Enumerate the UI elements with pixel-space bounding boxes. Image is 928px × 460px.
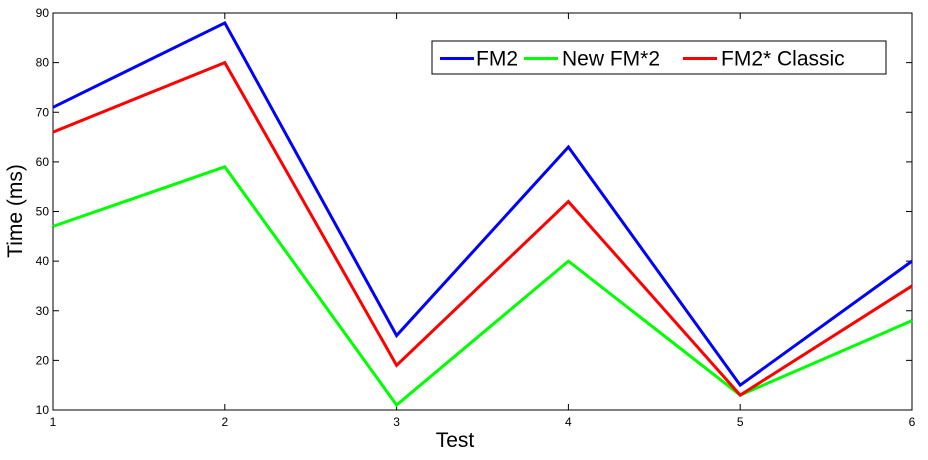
plot-area (52, 12, 913, 411)
x-tick-label: 3 (393, 415, 400, 429)
x-axis-title: Test (436, 429, 475, 452)
y-tick-label: 40 (36, 254, 50, 268)
x-tick-label: 6 (909, 415, 916, 429)
legend-label-1: FM2 (476, 48, 518, 71)
y-tick-label: 70 (36, 105, 50, 119)
y-tick-label: 30 (36, 304, 50, 318)
legend: FM2 New FM*2 FM2* Classic (431, 40, 887, 75)
x-tick-label: 4 (565, 415, 572, 429)
y-axis-title: Time (ms) (4, 164, 27, 258)
x-tick-label: 1 (50, 415, 57, 429)
legend-label-2: New FM*2 (562, 48, 660, 71)
y-tick-label: 10 (36, 403, 50, 417)
series-line-1 (52, 20, 913, 388)
y-tick-label: 20 (36, 353, 50, 367)
y-tick-label: 80 (36, 56, 50, 70)
series-line-2 (52, 165, 913, 408)
x-tick-label: 2 (221, 415, 228, 429)
x-tick-label: 5 (737, 415, 744, 429)
axis-ticks: 1 2 3 4 5 6 10 20 30 40 50 60 70 80 90 (36, 6, 916, 429)
series-layer (52, 20, 913, 408)
series-line-3 (52, 60, 913, 398)
y-tick-label: 60 (36, 155, 50, 169)
y-tick-label: 50 (36, 205, 50, 219)
legend-label-3: FM2* Classic (721, 48, 845, 71)
legend-box (431, 40, 887, 75)
y-tick-label: 90 (36, 6, 50, 20)
